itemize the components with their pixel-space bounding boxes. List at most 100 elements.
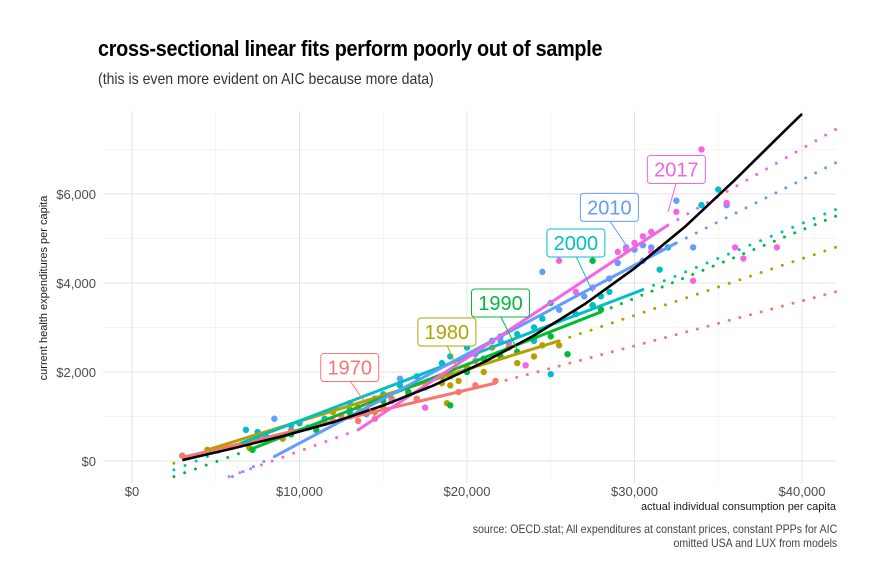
fit-extrapolation-dot-2010 [231,475,234,479]
data-point-1980 [447,382,454,389]
caption: source: OECD.stat; All expenditures at c… [473,522,837,550]
fit-extrapolation-dot-1990 [172,475,176,479]
label-leader-2010 [608,220,627,246]
fit-extrapolation-dot-1970 [695,327,699,331]
data-point-2010 [648,244,655,251]
fit-extrapolation-dot-1980 [834,245,837,249]
fit-extrapolation-dot-2000 [705,261,709,265]
fit-extrapolation-dot-2010 [774,191,778,195]
fit-extrapolation-dot-2000 [834,208,837,212]
fit-extrapolation-dot-1980 [578,332,582,336]
fit-extrapolation-dot-2010 [684,236,688,240]
fit-extrapolation-dot-2000 [716,257,720,261]
label-text-2017: 2017 [654,160,699,182]
data-point-1980 [455,377,462,385]
fit-extrapolation-dot-1990 [619,302,623,306]
fit-extrapolation-dot-1980 [172,461,176,465]
fit-extrapolation-dot-1980 [759,271,763,275]
fit-extrapolation-dot-2017 [249,467,253,471]
fit-extrapolation-dot-2000 [662,279,666,283]
fit-extrapolation-dot-1970 [706,324,710,328]
fit-extrapolation-dot-1980 [642,310,646,314]
fit-extrapolation-dot-1980 [748,274,752,278]
chart-title: cross-sectional linear fits perform poor… [98,36,603,61]
fit-extrapolation-dot-1990 [630,297,634,301]
label-box-2010 [579,192,639,222]
y-axis-title: current health expenditures per capita [38,195,50,381]
fit-extrapolation-dot-1990 [762,243,766,247]
data-point-2017 [522,362,529,369]
fit-extrapolation-dot-1970 [547,367,551,371]
fit-extrapolation-dot-2000 [694,265,698,269]
data-point-1990 [547,333,554,340]
fit-extrapolation-dot-2000 [684,270,688,274]
fit-extrapolation-dot-2017 [259,463,263,467]
data-point-2010 [271,415,278,422]
fit-extrapolation-dot-2010 [804,176,808,180]
data-point-1990 [589,257,596,264]
label-box-2000 [546,228,606,258]
fit-extrapolation-dot-1970 [674,333,678,337]
fit-extrapolation-dot-2017 [765,167,769,171]
data-point-2000 [539,315,546,322]
data-point-2010 [614,259,621,267]
fit-extrapolation-dot-2010 [714,221,718,225]
fit-extrapolation-dot-2010 [734,211,738,215]
fit-extrapolation-dot-1990 [670,281,674,285]
caption-line-1: source: OECD.stat; All expenditures at c… [472,522,837,536]
fit-extrapolation-dot-2010 [724,216,728,220]
fit-extrapolation-dot-1970 [759,310,763,314]
data-point-2010 [689,244,697,251]
fit-extrapolation-dot-2017 [227,475,231,479]
fit-extrapolation-dot-1980 [685,296,689,300]
fit-extrapolation-dot-1970 [780,304,784,308]
fit-extrapolation-dot-2010 [704,226,708,230]
fit-extrapolation-dot-2017 [735,184,739,188]
data-point-2017 [698,146,705,153]
fit-extrapolation-dot-2010 [824,166,828,170]
fit-extrapolation-dot-1970 [802,298,806,302]
fit-extrapolation-dot-1970 [748,313,752,317]
fit-extrapolation-dot-1970 [738,316,742,320]
fit-extrapolation-dot-2000 [652,283,656,287]
fit-line-1980 [206,339,560,452]
fit-extrapolation-dot-1990 [793,231,797,235]
caption-line-2: omitted USA and LUX from models [673,536,837,550]
fit-extrapolation-dot-1990 [813,223,817,227]
data-point-2000 [656,266,663,273]
fit-extrapolation-dot-1970 [642,341,646,345]
fit-extrapolation-dot-2017 [696,206,700,210]
fit-extrapolation-dot-1990 [226,456,230,460]
axes: $0 $10,000 $20,000 $30,000 $40,000 $0 $2,000 $4… [56,187,825,499]
data-point-2000 [606,288,613,296]
fit-extrapolation-dot-1970 [717,321,721,325]
fit-extrapolation-dot-1990 [732,256,736,260]
x-tick-label: $20,000 [444,484,491,499]
data-point-2000 [547,371,554,378]
fit-extrapolation-dot-1990 [681,277,685,281]
fit-extrapolation-dot-2010 [814,171,818,175]
data-point-2017 [555,257,563,264]
fit-extrapolation-dot-1970 [515,375,519,379]
fit-extrapolation-dot-1980 [653,307,657,311]
fit-extrapolation-dot-1990 [783,235,787,239]
fit-extrapolation-dot-1990 [650,289,654,293]
data-point-1990 [447,402,454,409]
fit-extrapolation-dot-2017 [755,172,759,176]
data-point-2017 [689,277,697,284]
fit-extrapolation-dot-1980 [823,249,827,253]
fit-extrapolation-dot-2000 [791,225,795,229]
fit-extrapolation-dot-1970 [621,347,625,351]
x-axis-title: actual individual consumption per capita [641,501,837,513]
fit-extrapolation-dot-1980 [600,324,604,328]
fit-extrapolation-dot-1980 [695,292,699,296]
fit-extrapolation-dot-2017 [302,447,306,451]
fit-extrapolation-dot-1970 [685,330,689,334]
fit-extrapolation-dot-2017 [834,127,837,131]
fit-extrapolation-dot-2000 [172,468,176,472]
fit-extrapolation-dot-1970 [770,307,774,311]
label-leader-2017 [667,182,677,212]
fit-extrapolation-dot-1980 [621,317,625,321]
fit-extrapolation-dot-2010 [794,181,798,185]
